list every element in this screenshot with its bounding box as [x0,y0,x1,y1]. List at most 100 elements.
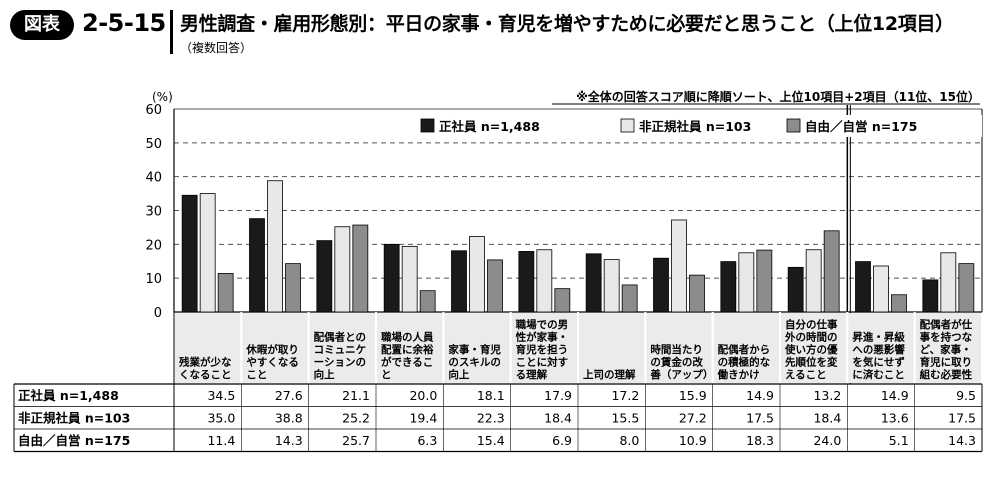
table-row-header: 正社員 n=1,488 [18,388,119,403]
category-cell [444,313,510,383]
category-label: 配偶者から [718,343,771,356]
category-cell [915,313,981,383]
category-label: 外の時間の [784,331,838,344]
bar [922,279,939,313]
bar [689,274,705,313]
y-tick-label: 60 [145,103,162,118]
bar [603,259,620,313]
category-cell [848,313,914,383]
category-label: ことに対す [516,356,569,369]
data-label: 17.5 [948,411,976,426]
category-label: 向上 [314,368,335,381]
bar [316,240,333,313]
data-label: 18.1 [477,388,505,403]
category-label: 自分の仕事 [785,318,838,331]
category-label: 先順位を変 [785,356,838,369]
bar [487,259,503,313]
data-label: 13.6 [881,411,909,426]
category-label: 配偶者との [314,331,366,344]
bar [285,263,301,313]
bar [958,263,975,313]
category-label: 家事・育児 [448,343,501,356]
bar [756,249,773,313]
category-cell [309,313,375,383]
data-label: 15.4 [477,433,505,448]
data-label: 34.5 [207,388,235,403]
category-cell [242,313,308,383]
data-label: 35.0 [207,411,235,426]
data-label: 15.9 [679,388,707,403]
data-label: 24.0 [813,433,841,448]
figure-badge: 図表 [10,10,74,40]
y-tick-label: 40 [145,171,162,186]
bar [585,253,602,313]
category-label: への悪影響 [852,343,905,356]
category-cell [646,313,712,383]
data-label: 5.1 [889,433,909,448]
category-label: 配偶者が仕 [920,318,973,331]
data-label: 20.0 [409,388,437,403]
category-cell [377,313,443,383]
category-cell [781,313,847,383]
data-label: 15.5 [611,411,639,426]
category-label: 育児を担う [516,343,569,356]
data-label: 27.6 [275,388,303,403]
bar [199,193,216,313]
category-label: 働きかけ [717,368,760,381]
data-label: 10.9 [679,433,707,448]
data-label: 18.3 [746,433,774,448]
legend-label: 正社員 n=1,488 [439,119,540,134]
chart-title: 男性調査・雇用形態別：平日の家事・育児を増やすために必要だと思うこと（上位12項… [180,13,954,35]
legend-box [414,115,982,137]
chart-note: ※全体の回答スコア順に降順ソート、上位10項目+2項目（11位、15位） [576,89,980,104]
data-label: 14.9 [881,388,909,403]
category-cell [511,313,577,383]
legend-label: 自由／自営 n=175 [805,119,917,134]
bar [401,245,418,313]
category-cell [175,313,241,383]
bar [419,290,436,313]
category-label: くなること [179,369,232,381]
data-label: 25.7 [342,433,370,448]
data-label: 18.4 [544,411,572,426]
bar [621,284,638,313]
category-label: ができるこ [381,356,433,369]
data-label: 8.0 [619,433,639,448]
data-label: 6.9 [552,433,572,448]
bar [855,261,871,313]
data-label: 19.4 [409,411,437,426]
bar [653,257,669,313]
data-label: 17.2 [611,388,639,403]
category-label: えること [785,369,827,381]
data-label: 14.3 [948,433,976,448]
y-tick-label: 50 [145,137,162,152]
legend-label: 非正規社員 n=103 [639,119,751,134]
legend-swatch [786,118,801,133]
category-label: に済むこと [852,368,905,381]
bar [720,261,737,313]
y-axis-unit-label: (%) [152,90,173,104]
bar [267,180,283,313]
category-label: 配置に余裕 [381,343,434,356]
category-label: の賃金の改 [650,356,703,369]
data-label: 14.9 [746,388,774,403]
data-label: 27.2 [679,411,707,426]
bar [217,273,234,313]
title-divider [170,10,173,54]
category-label: 組む必要性 [920,368,973,381]
y-tick-label: 30 [145,205,162,220]
bar [518,251,535,313]
bar [352,224,369,313]
data-label: 9.5 [956,388,976,403]
bar [554,288,571,313]
y-tick-label: 0 [154,306,162,321]
category-label: 向上 [448,368,469,381]
category-label: の積極的な [718,356,771,369]
data-label: 14.3 [275,433,303,448]
chart-subtitle: （複数回答） [180,41,253,55]
bar [451,250,467,313]
category-label: こと [246,369,267,381]
table-row-header: 非正規社員 n=103 [18,411,130,426]
category-label: 上司の理解 [583,368,636,381]
category-label: 昇進・昇級 [852,331,905,344]
